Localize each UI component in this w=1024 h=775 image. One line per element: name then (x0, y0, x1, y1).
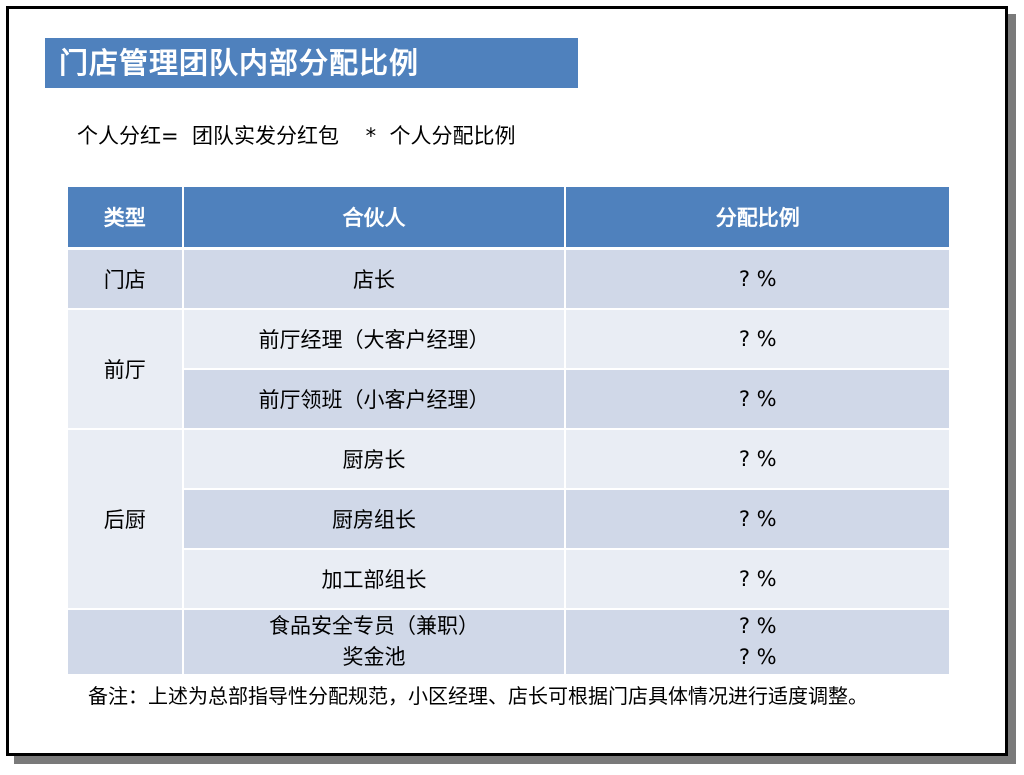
partner-cell: 厨房长 (182, 429, 567, 490)
header-ratio: 分配比例 (565, 187, 951, 250)
type-cell: 前厅 (68, 309, 184, 430)
table-row: 厨房组长 ? % (68, 489, 951, 550)
ratio-cell: ? % (565, 429, 951, 490)
table-row: 门店 店长 ? % (68, 248, 951, 310)
footnote: 备注：上述为总部指导性分配规范，小区经理、店长可根据门店具体情况进行适度调整。 (88, 684, 868, 708)
table-row: 食品安全专员（兼职） 奖金池 ? % ? % (68, 609, 951, 676)
slide-title: 门店管理团队内部分配比例 (45, 38, 578, 88)
ratio-line: ? % (738, 645, 777, 669)
ratio-cell: ? % (565, 309, 951, 370)
partner-line: 奖金池 (342, 645, 406, 669)
table-header-row: 类型 合伙人 分配比例 (68, 187, 951, 250)
type-cell (68, 609, 184, 676)
header-type: 类型 (68, 187, 184, 250)
partner-cell: 厨房组长 (182, 489, 567, 550)
table-row: 加工部组长 ? % (68, 549, 951, 610)
table-row: 前厅领班（小客户经理） ? % (68, 369, 951, 430)
allocation-table: 类型 合伙人 分配比例 门店 店长 ? % 前厅 前厅经理（大客户经理） ? %… (68, 187, 951, 676)
partner-cell: 前厅领班（小客户经理） (182, 369, 567, 430)
table-row: 后厨 厨房长 ? % (68, 429, 951, 610)
ratio-line: ? % (738, 614, 777, 638)
formula-text: 个人分红= 团队实发分红包 * 个人分配比例 (77, 124, 516, 148)
partner-cell: 前厅经理（大客户经理） (182, 309, 567, 370)
ratio-cell: ? % (565, 489, 951, 550)
partner-line: 食品安全专员（兼职） (269, 614, 480, 638)
ratio-cell: ? % (565, 549, 951, 610)
ratio-cell: ? % (565, 369, 951, 430)
ratio-cell: ? % ? % (565, 609, 951, 676)
type-cell: 门店 (68, 248, 184, 310)
partner-cell: 食品安全专员（兼职） 奖金池 (182, 609, 567, 676)
partner-cell: 加工部组长 (182, 549, 567, 610)
type-cell: 后厨 (68, 429, 184, 610)
ratio-cell: ? % (565, 248, 951, 310)
header-partner: 合伙人 (182, 187, 567, 250)
partner-cell: 店长 (182, 248, 567, 310)
table-row: 前厅 前厅经理（大客户经理） ? % (68, 309, 951, 430)
